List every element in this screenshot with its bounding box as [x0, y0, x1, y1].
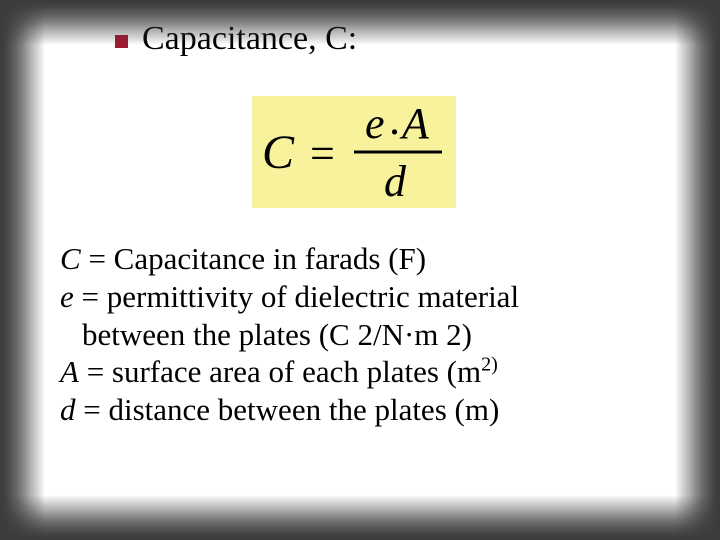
- formula-num-A: A: [399, 99, 430, 148]
- definitions-block: C = Capacitance in farads (F) e = permit…: [60, 240, 660, 429]
- formula-num-dot: .: [389, 96, 400, 144]
- sup-A: 2): [481, 354, 498, 376]
- definition-line-d: d = distance between the plates (m): [60, 391, 660, 429]
- heading-row: Capacitance, C:: [115, 20, 357, 58]
- heading-text: Capacitance, C:: [142, 20, 357, 58]
- slide-frame: Capacitance, C: C = e . A d C = Capacita…: [0, 0, 720, 540]
- definition-line-C: C = Capacitance in farads (F): [60, 240, 660, 278]
- txt-A: surface area of each plates (m: [112, 354, 481, 389]
- var-e: e: [60, 279, 74, 314]
- formula-equals: =: [310, 129, 335, 178]
- var-A: A: [60, 354, 79, 389]
- eq-A: =: [79, 354, 112, 389]
- eq-C: =: [81, 241, 114, 276]
- eq-e: =: [74, 279, 107, 314]
- txt-e: permittivity of dielectric material: [107, 279, 519, 314]
- definition-line-e: e = permittivity of dielectric material: [60, 278, 660, 316]
- formula-num-e: e: [365, 99, 385, 148]
- formula-box: C = e . A d: [252, 96, 456, 208]
- formula-denom-d: d: [384, 157, 407, 206]
- definition-line-e-cont: between the plates (C 2/N·m 2): [60, 316, 660, 354]
- txt-e2: between the plates (C 2/N·m 2): [82, 317, 472, 352]
- eq-d: =: [76, 392, 109, 427]
- var-C: C: [60, 241, 81, 276]
- var-d: d: [60, 392, 76, 427]
- formula-equation: C = e . A d: [252, 96, 456, 208]
- formula-lhs: C: [262, 126, 295, 179]
- square-bullet-icon: [115, 35, 128, 48]
- txt-d: distance between the plates (m): [108, 392, 499, 427]
- definition-line-A: A = surface area of each plates (m2): [60, 353, 660, 391]
- txt-C: Capacitance in farads (F): [114, 241, 426, 276]
